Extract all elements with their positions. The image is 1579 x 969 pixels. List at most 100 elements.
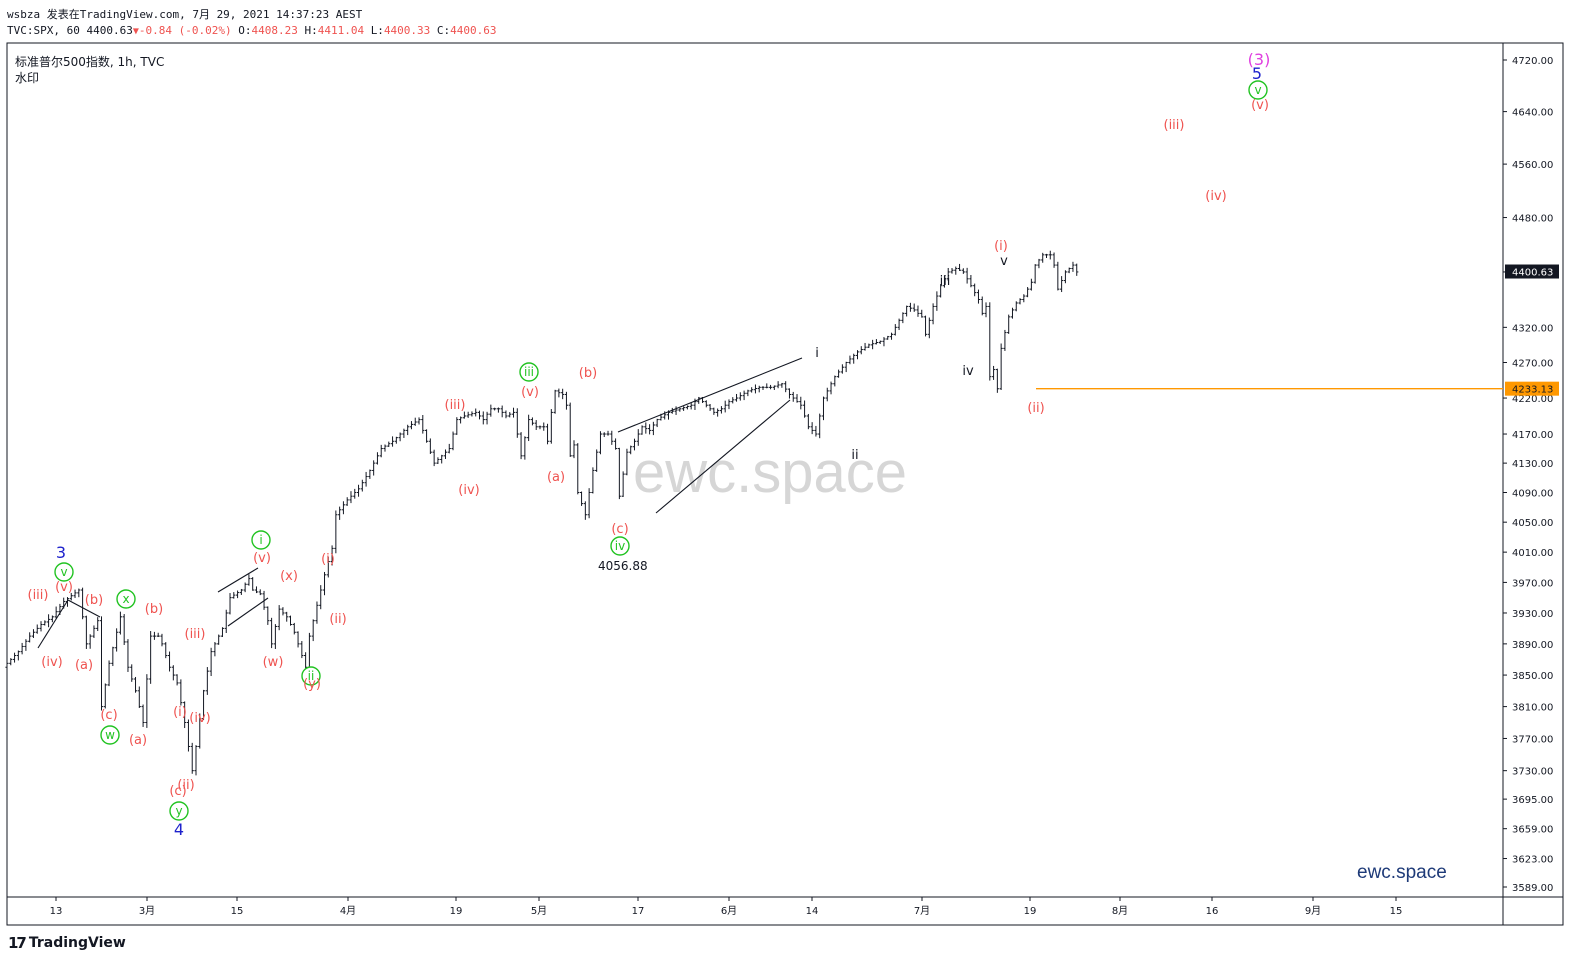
candle: [84, 615, 88, 649]
wave-circle: [54, 562, 74, 582]
candle: [239, 588, 243, 595]
candle: [916, 305, 920, 317]
candle: [413, 417, 417, 426]
candle: [477, 410, 482, 420]
candle: [1007, 314, 1011, 334]
candle: [322, 571, 327, 596]
candle: [999, 343, 1003, 390]
candle: [821, 396, 826, 421]
candle: [545, 423, 550, 445]
candle: [504, 410, 508, 419]
candle: [315, 601, 319, 624]
candle: [213, 642, 217, 657]
candle: [409, 421, 414, 430]
plot-area[interactable]: [6, 42, 1564, 926]
candle: [893, 324, 897, 336]
wave-circle: [301, 666, 321, 686]
trendline[interactable]: [37, 599, 69, 649]
price-axis[interactable]: 4720.004640.004560.004480.004400.004320.…: [1503, 56, 1559, 894]
candle: [455, 417, 459, 435]
chart-header-publisher: wsbza 发表在TradingView.com, 7月 29, 2021 14…: [7, 8, 363, 21]
wave-label: (iii): [445, 398, 466, 413]
candle: [133, 676, 138, 693]
candle: [1037, 258, 1041, 269]
candle: [610, 430, 614, 445]
candle: [871, 339, 875, 350]
candle: [277, 605, 281, 631]
candle: [973, 283, 977, 297]
candle: [598, 431, 603, 455]
candle: [266, 606, 270, 625]
tradingview-logo[interactable]: 17 TradingView: [8, 934, 126, 952]
wave-label: (iii): [185, 627, 206, 642]
price-tick-label: 3730.00: [1512, 767, 1553, 778]
time-tick-label: 4月: [340, 905, 356, 917]
trendlines[interactable]: [37, 357, 803, 649]
candle: [360, 479, 364, 492]
symbol-label[interactable]: TVC:SPX, 60: [7, 24, 80, 37]
candle: [46, 614, 51, 628]
legend-title[interactable]: 标准普尔500指数, 1h, TVC: [15, 55, 165, 69]
trendline[interactable]: [227, 597, 269, 627]
price-tick-label: 4480.00: [1512, 214, 1553, 225]
trendline[interactable]: [617, 357, 803, 433]
last-price-tag: 4400.63: [1512, 268, 1553, 279]
candle: [950, 267, 954, 274]
price-tick-label: 4050.00: [1512, 518, 1553, 529]
price-tick-label: 4220.00: [1512, 394, 1553, 405]
price-tick-label: 4320.00: [1512, 323, 1553, 334]
candle: [810, 422, 814, 435]
candle: [16, 650, 20, 661]
candle: [43, 620, 47, 626]
candle: [757, 385, 761, 393]
candle: [530, 417, 535, 426]
time-tick-label: 19: [1024, 906, 1037, 917]
tradingview-logo-text: TradingView: [28, 935, 126, 951]
candle: [704, 400, 708, 408]
candle: [519, 432, 523, 460]
candle: [273, 624, 277, 649]
candle: [765, 383, 769, 389]
candle: [262, 590, 266, 610]
time-tick-label: 16: [1206, 906, 1219, 917]
candle: [118, 611, 122, 635]
wave-label: (v): [521, 385, 539, 400]
candle: [659, 413, 663, 421]
candle: [220, 627, 225, 637]
candle: [878, 340, 882, 344]
candle: [470, 411, 474, 417]
price-tick-label: 4720.00: [1512, 56, 1553, 67]
candle: [648, 424, 652, 435]
candle: [432, 449, 436, 467]
candle: [587, 488, 591, 519]
tradingview-logo-icon: 17: [8, 934, 27, 952]
candle: [379, 444, 383, 458]
wave-label: (a): [129, 733, 147, 748]
candle: [96, 617, 100, 632]
candle: [818, 413, 822, 439]
time-axis[interactable]: 13 3月 15 4月 19 5月 17 6月 14 7月 19 8月 16 9月 15: [50, 897, 1403, 917]
candle: [700, 396, 705, 403]
candle: [35, 624, 39, 634]
candle: [1071, 261, 1075, 272]
wave-label: (b): [85, 593, 103, 608]
candle: [946, 267, 950, 281]
trendline[interactable]: [67, 599, 101, 618]
wave-label: iv: [962, 364, 974, 379]
candle: [232, 592, 236, 599]
candle: [840, 364, 844, 374]
candle: [991, 365, 996, 380]
candle: [682, 406, 686, 411]
trendline[interactable]: [217, 567, 259, 593]
legend-watermark-label[interactable]: 水印: [15, 71, 40, 85]
candle: [806, 413, 810, 430]
candle: [111, 646, 115, 667]
candle: [923, 315, 928, 337]
wave-label: (a): [547, 470, 565, 485]
wave-label: (iv): [458, 483, 479, 498]
trendline[interactable]: [655, 399, 791, 514]
candle: [859, 346, 863, 355]
axis-lines: [7, 43, 1563, 925]
candle: [670, 407, 674, 414]
